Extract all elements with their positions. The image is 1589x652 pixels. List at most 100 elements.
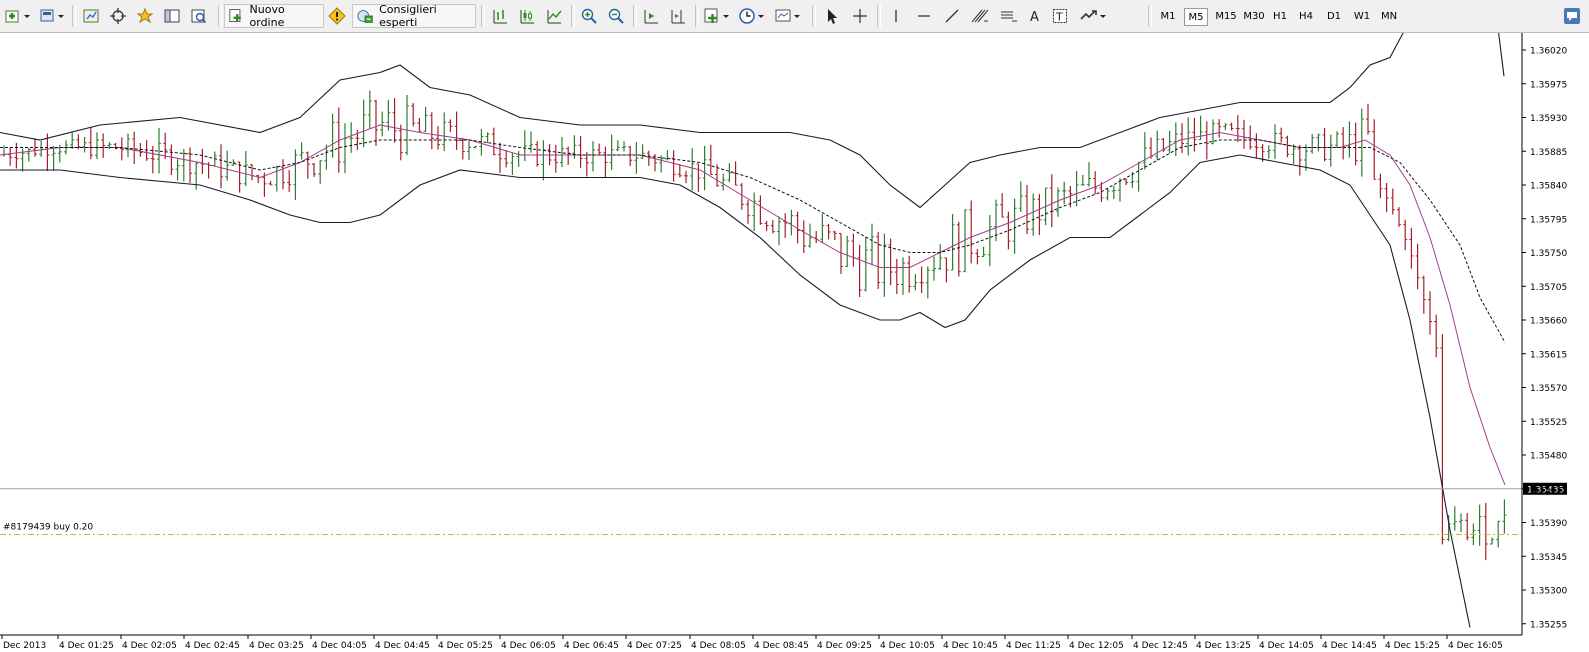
ohlc-bar [1192,117,1197,152]
ohlc-bar [1477,504,1482,546]
ohlc-bar [405,95,409,156]
indicators-icon[interactable] [701,4,733,28]
timeframe-m30[interactable]: M30 [1243,11,1265,22]
ohlc-bar [541,140,546,181]
line-chart-icon[interactable] [542,4,566,28]
ohlc-bar [1421,275,1426,314]
periods-icon[interactable] [736,4,768,28]
timeframe-m15[interactable]: M15 [1215,11,1237,22]
navigator-icon[interactable] [106,4,130,28]
ohlc-bar [1397,207,1401,227]
timeframe-w1[interactable]: W1 [1353,11,1371,22]
ohlc-bar [1142,132,1147,170]
vertical-line-icon[interactable] [884,4,908,28]
new-order-label: Nuovo ordine [249,3,285,29]
ohlc-bar [1316,133,1321,152]
current-price-tag [1523,482,1567,495]
ohlc-bar [1403,219,1408,251]
trendline-icon[interactable] [940,4,964,28]
ohlc-bar [764,220,769,232]
bar-chart-icon[interactable] [488,4,512,28]
ohlc-bar [839,232,843,274]
new-order-button[interactable]: Nuovo ordine [224,3,324,29]
ohlc-bar [1304,144,1308,171]
timeframe-m1[interactable]: M1 [1160,11,1176,22]
timeframe-d1[interactable]: D1 [1326,11,1342,22]
timeframe-mn[interactable]: MN [1380,11,1398,22]
zoom-out-icon[interactable] [604,4,628,28]
ohlc-bar [1279,127,1284,143]
ohlc-bar [727,163,732,183]
ohlc-bar [1173,122,1178,157]
ohlc-bar [361,99,366,148]
time-tick-label: 4 Dec 06:05 [501,641,556,651]
price-tick-label: 1.36020 [1530,47,1567,57]
order-label: #8179439 buy 0.20 [3,523,93,533]
ohlc-bar [70,132,75,149]
candlestick-icon[interactable] [515,4,539,28]
timeframe-m5[interactable]: M5 [1184,8,1208,26]
horizontal-line-icon[interactable] [912,4,936,28]
ohlc-bar [987,215,992,267]
ohlc-bar [76,134,81,150]
price-chart[interactable]: 1.35435#8179439 buy 0.20 1.360201.359751… [0,33,1589,652]
time-tick-label: 4 Dec 01:25 [59,641,114,651]
ohlc-bar [1000,193,1005,218]
autotrading-warning-icon[interactable] [326,4,348,28]
ohlc-bar [622,141,626,152]
ohlc-bar [684,170,688,184]
ohlc-bar [746,200,750,224]
zoom-in-icon[interactable] [577,4,601,28]
crosshair-icon[interactable] [848,4,872,28]
text-icon[interactable]: A [1024,4,1046,28]
price-tick-label: 1.35930 [1530,114,1567,124]
ohlc-bar [1328,134,1333,167]
time-tick-label: 4 Dec 04:05 [312,641,367,651]
market-watch-icon[interactable] [79,4,103,28]
ohlc-bar [88,127,93,160]
profiles-icon[interactable] [37,4,67,28]
timeframe-h4[interactable]: H4 [1299,11,1313,22]
ohlc-bar [845,235,850,268]
time-tick-label: 4 Dec 08:45 [754,641,809,651]
strategy-tester-icon[interactable] [187,4,211,28]
ohlc-bar [758,195,763,225]
text-label-icon[interactable]: T [1049,4,1071,28]
templates-icon[interactable] [772,4,804,28]
ohlc-bar [1087,162,1091,187]
ohlc-bar [1118,178,1122,202]
price-tick-label: 1.35750 [1530,249,1567,259]
ohlc-bar [1062,181,1067,205]
ohlc-bar [901,257,905,295]
fibonacci-icon[interactable] [966,4,992,28]
ohlc-bar [956,221,961,277]
time-tick-label: 4 Dec 03:25 [249,641,304,651]
price-tick-label: 1.35525 [1530,418,1567,428]
favorites-icon[interactable] [133,4,157,28]
ohlc-bar [1502,499,1507,534]
arrows-icon[interactable] [1076,4,1110,28]
channel-icon[interactable] [995,4,1021,28]
cursor-icon[interactable] [820,4,844,28]
chat-icon[interactable] [1560,4,1584,28]
ohlc-bar [473,146,478,149]
timeframe-h1[interactable]: H1 [1273,11,1287,22]
expert-advisors-button[interactable]: Consiglieri esperti [352,3,476,29]
price-tick-label: 1.35390 [1530,519,1567,529]
new-chart-icon[interactable] [3,4,33,28]
ohlc-bar [1415,243,1420,290]
ohlc-bar [498,142,502,173]
ohlc-bar [1434,314,1439,358]
ohlc-bar [398,124,403,161]
data-window-icon[interactable] [160,4,184,28]
ohlc-bar [1180,123,1184,153]
time-tick-label: 4 Dec 02:45 [185,641,240,651]
ohlc-bar [281,159,285,190]
ohlc-bar [1031,193,1036,236]
auto-scroll-icon[interactable] [639,4,663,28]
ohlc-bar [386,99,391,131]
ohlc-bar [1124,178,1129,186]
ohlc-bar [925,266,930,299]
expert-advisors-label: Consiglieri esperti [379,3,437,29]
chart-shift-icon[interactable] [666,4,690,28]
